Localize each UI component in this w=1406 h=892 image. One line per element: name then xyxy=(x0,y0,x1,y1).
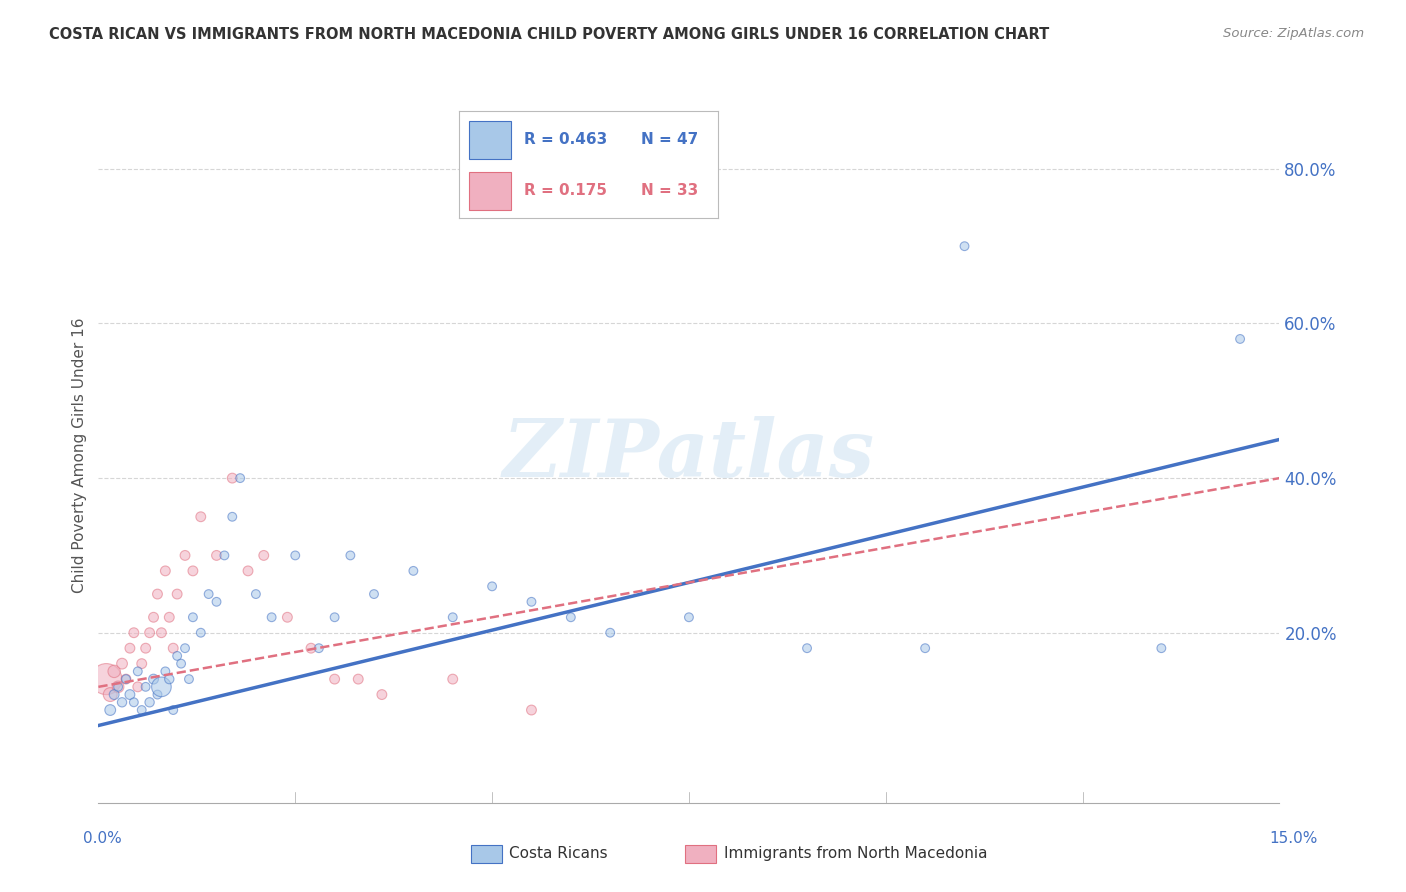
Point xyxy=(796,641,818,656)
Point xyxy=(221,471,243,485)
Point xyxy=(260,610,283,624)
Point xyxy=(323,610,346,624)
Point xyxy=(150,680,173,694)
Point xyxy=(142,672,165,686)
Text: ZIPatlas: ZIPatlas xyxy=(503,417,875,493)
Point xyxy=(122,625,145,640)
Point xyxy=(236,564,259,578)
Y-axis label: Child Poverty Among Girls Under 16: Child Poverty Among Girls Under 16 xyxy=(72,318,87,592)
Text: Immigrants from North Macedonia: Immigrants from North Macedonia xyxy=(724,847,987,861)
Point xyxy=(363,587,385,601)
Point xyxy=(135,680,157,694)
Point xyxy=(276,610,298,624)
Point xyxy=(441,610,464,624)
Text: Costa Ricans: Costa Ricans xyxy=(509,847,607,861)
Point xyxy=(111,695,134,709)
Point xyxy=(174,549,197,563)
Point xyxy=(253,549,276,563)
Point xyxy=(190,509,212,524)
Point xyxy=(138,695,160,709)
Point xyxy=(1150,641,1173,656)
Point xyxy=(138,625,160,640)
Point xyxy=(181,610,204,624)
Point xyxy=(214,549,236,563)
Point xyxy=(1229,332,1251,346)
Point xyxy=(150,625,173,640)
Point xyxy=(205,595,228,609)
Point xyxy=(339,549,361,563)
Point xyxy=(953,239,976,253)
Point xyxy=(162,703,184,717)
Point xyxy=(157,672,180,686)
Point xyxy=(127,680,149,694)
Point xyxy=(599,625,621,640)
Point xyxy=(166,587,188,601)
Point xyxy=(155,564,177,578)
Point xyxy=(166,648,188,663)
Point xyxy=(347,672,370,686)
Point xyxy=(402,564,425,578)
Point xyxy=(98,703,121,717)
Point xyxy=(174,641,197,656)
Point xyxy=(146,587,169,601)
Point xyxy=(221,509,243,524)
Point xyxy=(131,703,153,717)
Point xyxy=(107,680,129,694)
Point xyxy=(162,641,184,656)
Point xyxy=(127,665,149,679)
Point xyxy=(107,680,129,694)
Text: Source: ZipAtlas.com: Source: ZipAtlas.com xyxy=(1223,27,1364,40)
Point xyxy=(155,665,177,679)
Point xyxy=(299,641,322,656)
Point xyxy=(520,703,543,717)
Point xyxy=(118,641,141,656)
Point xyxy=(323,672,346,686)
Point xyxy=(560,610,582,624)
Point xyxy=(914,641,936,656)
Point xyxy=(146,688,169,702)
Point xyxy=(103,688,125,702)
Point xyxy=(122,695,145,709)
Point xyxy=(371,688,394,702)
Point xyxy=(177,672,200,686)
Text: COSTA RICAN VS IMMIGRANTS FROM NORTH MACEDONIA CHILD POVERTY AMONG GIRLS UNDER 1: COSTA RICAN VS IMMIGRANTS FROM NORTH MAC… xyxy=(49,27,1049,42)
Point xyxy=(190,625,212,640)
Point xyxy=(481,579,503,593)
Point xyxy=(197,587,219,601)
Point xyxy=(441,672,464,686)
Point xyxy=(131,657,153,671)
Point xyxy=(170,657,193,671)
Point xyxy=(205,549,228,563)
Point xyxy=(115,672,138,686)
Point xyxy=(181,564,204,578)
Text: 0.0%: 0.0% xyxy=(83,831,122,846)
Point xyxy=(245,587,267,601)
Point xyxy=(98,688,121,702)
Point xyxy=(111,657,134,671)
Point xyxy=(229,471,252,485)
Point xyxy=(678,610,700,624)
Point xyxy=(118,688,141,702)
Point xyxy=(96,672,118,686)
Point xyxy=(142,610,165,624)
Point xyxy=(103,665,125,679)
Text: 15.0%: 15.0% xyxy=(1270,831,1317,846)
Point xyxy=(284,549,307,563)
Point xyxy=(520,595,543,609)
Point xyxy=(157,610,180,624)
Point xyxy=(115,672,138,686)
Point xyxy=(135,641,157,656)
Point xyxy=(308,641,330,656)
